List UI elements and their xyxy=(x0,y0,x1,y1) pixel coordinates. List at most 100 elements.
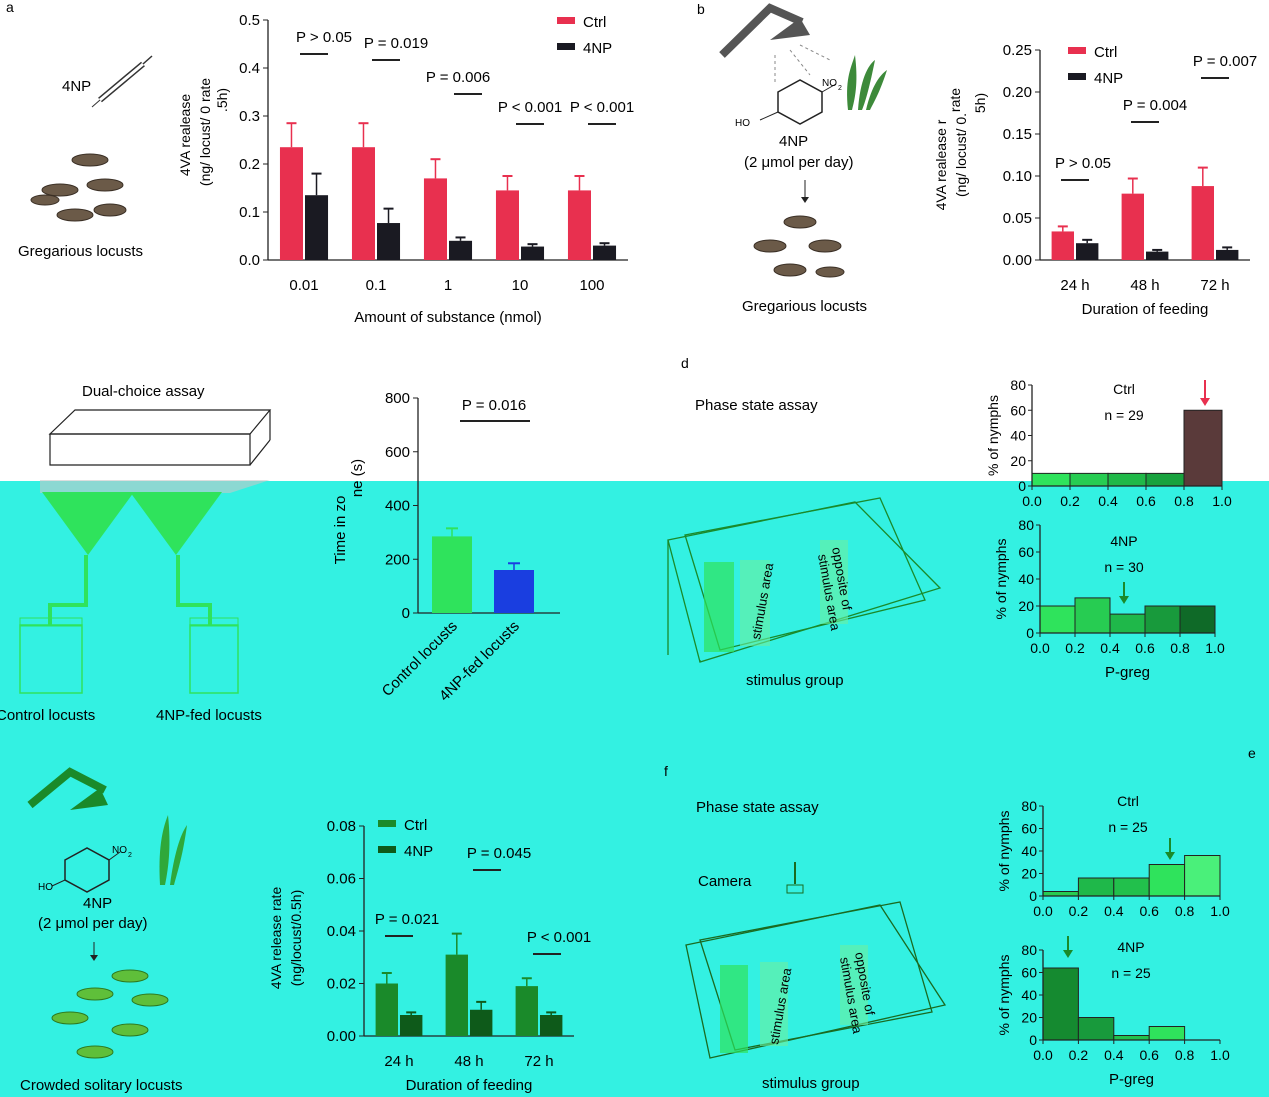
bar-ctrl xyxy=(375,983,398,1036)
y-axis-label: 4VA realease r xyxy=(933,119,949,210)
camera-label-f: Camera xyxy=(698,873,752,890)
y-tick-label: 0.00 xyxy=(1003,252,1032,269)
histogram-bar xyxy=(1077,877,1115,897)
x-tick-label: 72 h xyxy=(524,1053,553,1070)
x-axis-label: Amount of substance (nmol) xyxy=(354,309,542,326)
bar-ctrl xyxy=(423,178,447,260)
np-fed-locusts-label: 4NP-fed locusts xyxy=(156,707,262,724)
x-tick-label: 0.6 xyxy=(1135,640,1155,656)
locust-caption-a: Gregarious locusts xyxy=(18,243,143,260)
bar-4np xyxy=(305,195,329,260)
x-tick-label: 0.4 xyxy=(1100,640,1120,656)
histogram-bar xyxy=(1113,877,1150,897)
mean-arrowhead xyxy=(1165,852,1175,860)
y-tick-label: 0.3 xyxy=(239,108,260,125)
x-tick-label: 0.4 xyxy=(1104,903,1124,919)
x-tick-label: 0.8 xyxy=(1174,493,1194,509)
histogram-bar xyxy=(1109,613,1146,634)
legend-label: 4NP xyxy=(583,40,612,57)
y-tick-label: 20 xyxy=(1021,866,1037,882)
y-tick-label: 0.25 xyxy=(1003,42,1032,59)
bar-ctrl xyxy=(567,190,591,260)
chart-panel-f-ctrl: 0 20 40 60 80 0.0 0.2 0.4 0.6 0.8 1.0 Ctrl n = 25 % o… xyxy=(996,793,1230,919)
histogram-bar xyxy=(1183,409,1223,487)
legend-swatch xyxy=(378,820,396,827)
legend-swatch xyxy=(1068,47,1086,54)
histogram-bar xyxy=(1069,472,1109,487)
panel-letter-b: b xyxy=(697,1,705,17)
y-axis-label: .5h) xyxy=(214,88,230,112)
y-tick-label: 0.20 xyxy=(1003,84,1032,101)
x-tick-label: 48 h xyxy=(454,1053,483,1070)
arena-d xyxy=(667,497,942,663)
histogram-bar xyxy=(1031,472,1071,487)
bar-4np xyxy=(1146,251,1169,260)
bar-4np xyxy=(400,1015,423,1036)
assay-title-d: Phase state assay xyxy=(695,397,818,414)
chart-panel-b: 0.00 0.05 0.10 0.15 0.20 0.25 24 h 48 h 72 h P > … xyxy=(933,42,1257,318)
assay-title-f: Phase state assay xyxy=(696,799,819,816)
compound-label-b: 4NP xyxy=(779,133,808,150)
bar-ctrl xyxy=(445,954,468,1036)
bar-ctrl xyxy=(1121,193,1144,260)
camera-icon-f xyxy=(786,862,804,894)
x-tick-label: 0.2 xyxy=(1060,493,1080,509)
y-tick-label: 40 xyxy=(1021,843,1037,859)
x-tick-label: 0.6 xyxy=(1139,1047,1159,1063)
x-tick-label: 1.0 xyxy=(1210,1047,1230,1063)
plant-icon-b xyxy=(847,55,887,110)
bar-4np xyxy=(1076,243,1099,260)
bar-ctrl xyxy=(1191,186,1214,260)
n-label: n = 25 xyxy=(1108,819,1148,835)
p-value-label: P = 0.007 xyxy=(1193,53,1257,70)
y-axis-label: % of nymphs xyxy=(996,811,1012,892)
x-axis-label: P-greg xyxy=(1109,1071,1154,1088)
control-locusts-label: Control locusts xyxy=(0,707,95,724)
y-tick-label: 20 xyxy=(1021,1010,1037,1026)
p-value-label: P = 0.021 xyxy=(375,911,439,928)
structure-sub-b: 2 xyxy=(838,85,842,92)
bar-ctrl xyxy=(515,986,538,1036)
y-tick-label: 0.04 xyxy=(327,923,356,940)
arrow-icon-b xyxy=(801,180,809,203)
bar-4np xyxy=(470,1009,493,1036)
x-tick-label: 0.2 xyxy=(1065,640,1085,656)
molecule-structure-e xyxy=(51,847,121,893)
y-tick-label: 80 xyxy=(1018,517,1034,533)
legend-swatch xyxy=(378,846,396,853)
dose-e: (2 μmol per day) xyxy=(38,915,148,932)
x-tick-label: 100 xyxy=(579,277,604,294)
legend-swatch xyxy=(1068,73,1086,80)
y-tick-label: 0.15 xyxy=(1003,126,1032,143)
x-tick-label: 0.0 xyxy=(1030,640,1050,656)
structure-ho-e: HO xyxy=(38,882,53,893)
lamp-icon-e xyxy=(27,767,108,810)
legend-label: Ctrl xyxy=(583,14,606,31)
plant-icon-e xyxy=(159,815,187,885)
x-tick-label: 0.0 xyxy=(1022,493,1042,509)
legend-label: Ctrl xyxy=(1094,44,1117,61)
p-value-label: P = 0.006 xyxy=(426,69,490,86)
histogram-bar xyxy=(1144,605,1181,634)
x-tick-label: 24 h xyxy=(1060,277,1089,294)
y-tick-label: 80 xyxy=(1010,377,1026,393)
panel-letter-e: e xyxy=(1248,745,1256,761)
locust-caption-b: Gregarious locusts xyxy=(742,298,867,315)
y-tick-label: 0.4 xyxy=(239,60,260,77)
jar-right xyxy=(189,617,239,694)
chart-panel-e: 0.00 0.02 0.04 0.06 0.08 24 h 48 h 72 h P = 0.02… xyxy=(268,817,591,1094)
x-tick-label: 0.0 xyxy=(1033,903,1053,919)
y-axis-label: % of nymphs xyxy=(996,955,1012,1036)
histogram-bar xyxy=(1074,597,1111,634)
y-tick-label: 40 xyxy=(1018,571,1034,587)
y-tick-label: 0.05 xyxy=(1003,210,1032,227)
panel-letter-a: a xyxy=(6,0,14,15)
x-tick-label: 0.8 xyxy=(1175,1047,1195,1063)
x-tick-label: 48 h xyxy=(1130,277,1159,294)
y-tick-label: 40 xyxy=(1010,428,1026,444)
legend-label: 4NP xyxy=(404,843,433,860)
group-label: Ctrl xyxy=(1113,381,1135,397)
histogram-bar xyxy=(1148,864,1186,897)
chart-panel-f-4np: 0 20 40 60 80 0.0 0.2 0.4 0.6 0.8 1.0 4NP n = 25 % of… xyxy=(996,936,1230,1088)
